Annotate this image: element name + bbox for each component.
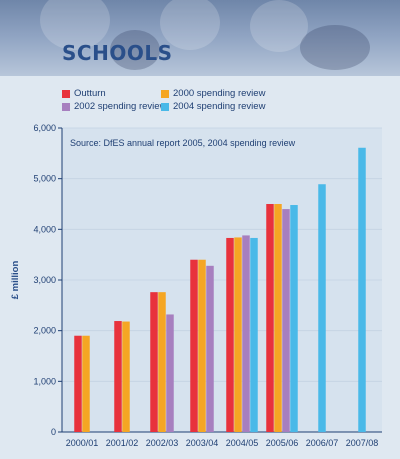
x-tick-label: 2001/02 xyxy=(106,438,139,448)
bar-2000-review-2003-04 xyxy=(198,259,206,432)
bar-2002-review-2004-05 xyxy=(242,235,250,432)
bar-2000-review-2001-02 xyxy=(122,321,130,432)
x-tick-label: 2003/04 xyxy=(186,438,219,448)
bar-outturn-2001-02 xyxy=(114,321,122,432)
bar-2000-review-2002-03 xyxy=(158,292,166,432)
legend-label-2004-review: 2004 spending review xyxy=(173,101,266,112)
source-note: Source: DfES annual report 2005, 2004 sp… xyxy=(70,138,296,148)
y-tick-label: 2,000 xyxy=(33,326,56,336)
x-tick-labels: 2000/01 2001/02 2002/03 2003/04 2004/05 2005/… xyxy=(66,438,379,448)
photo-child-4 xyxy=(300,25,370,70)
bar-outturn-2005-06 xyxy=(266,204,274,432)
x-tick-label: 2006/07 xyxy=(306,438,339,448)
y-tick-label: 1,000 xyxy=(33,376,56,386)
bar-2004-review-2006-07 xyxy=(318,184,326,432)
legend-item-outturn: Outturn xyxy=(62,88,106,99)
bar-outturn-2002-03 xyxy=(150,292,158,432)
x-tick-label: 2005/06 xyxy=(266,438,299,448)
bar-2000-review-2005-06 xyxy=(274,204,282,432)
legend-item-2004-review: 2004 spending review xyxy=(161,101,265,112)
x-tick-label: 2002/03 xyxy=(146,438,179,448)
y-tick-label: 3,000 xyxy=(33,275,56,285)
photo-child-5 xyxy=(110,30,160,70)
bar-2002-review-2005-06 xyxy=(282,209,290,432)
page-title: SCHOOLS xyxy=(62,41,173,65)
bar-outturn-2000-01 xyxy=(74,335,82,432)
chart-legend: Outturn 2000 spending review 2002 spendi… xyxy=(62,88,362,114)
x-tick-label: 2000/01 xyxy=(66,438,99,448)
photo-child-2 xyxy=(160,0,220,50)
photo-child-3 xyxy=(250,0,308,52)
bar-2002-review-2002-03 xyxy=(166,314,174,432)
x-tick-label: 2004/05 xyxy=(226,438,259,448)
bar-chart: Source: DfES annual report 2005, 2004 sp… xyxy=(10,123,382,448)
bar-2000-review-2000-01 xyxy=(82,335,90,432)
legend-swatch-2004-review xyxy=(161,102,169,111)
bar-2002-review-2003-04 xyxy=(206,265,214,432)
bar-2004-review-2004-05 xyxy=(250,237,258,432)
bar-outturn-2004-05 xyxy=(226,237,234,432)
y-tick-label: 6,000 xyxy=(33,123,56,133)
bars xyxy=(74,147,366,432)
y-tick-label: 0 xyxy=(51,427,56,437)
legend-swatch-2000-review xyxy=(161,89,169,98)
legend-swatch-2002-review xyxy=(62,102,70,111)
x-tick-label: 2007/08 xyxy=(346,438,379,448)
legend-item-2002-review: 2002 spending review xyxy=(62,101,166,112)
bar-2004-review-2007-08 xyxy=(358,147,366,432)
legend-swatch-outturn xyxy=(62,89,70,98)
y-axis-label: £ million xyxy=(10,261,21,300)
y-tick-label: 4,000 xyxy=(33,224,56,234)
photo-child-1 xyxy=(40,0,110,50)
y-tick-labels: 0 1,000 2,000 3,000 4,000 5,000 6,000 xyxy=(33,123,62,437)
bar-2004-review-2005-06 xyxy=(290,205,298,432)
bar-outturn-2003-04 xyxy=(190,259,198,432)
header-banner xyxy=(0,0,400,76)
grid-lines xyxy=(62,127,382,382)
bar-2000-review-2004-05 xyxy=(234,237,242,432)
legend-label-2000-review: 2000 spending review xyxy=(173,88,266,99)
y-tick-label: 5,000 xyxy=(33,174,56,184)
legend-label-2002-review: 2002 spending review xyxy=(74,101,167,112)
legend-label-outturn: Outturn xyxy=(74,88,106,99)
legend-item-2000-review: 2000 spending review xyxy=(161,88,265,99)
